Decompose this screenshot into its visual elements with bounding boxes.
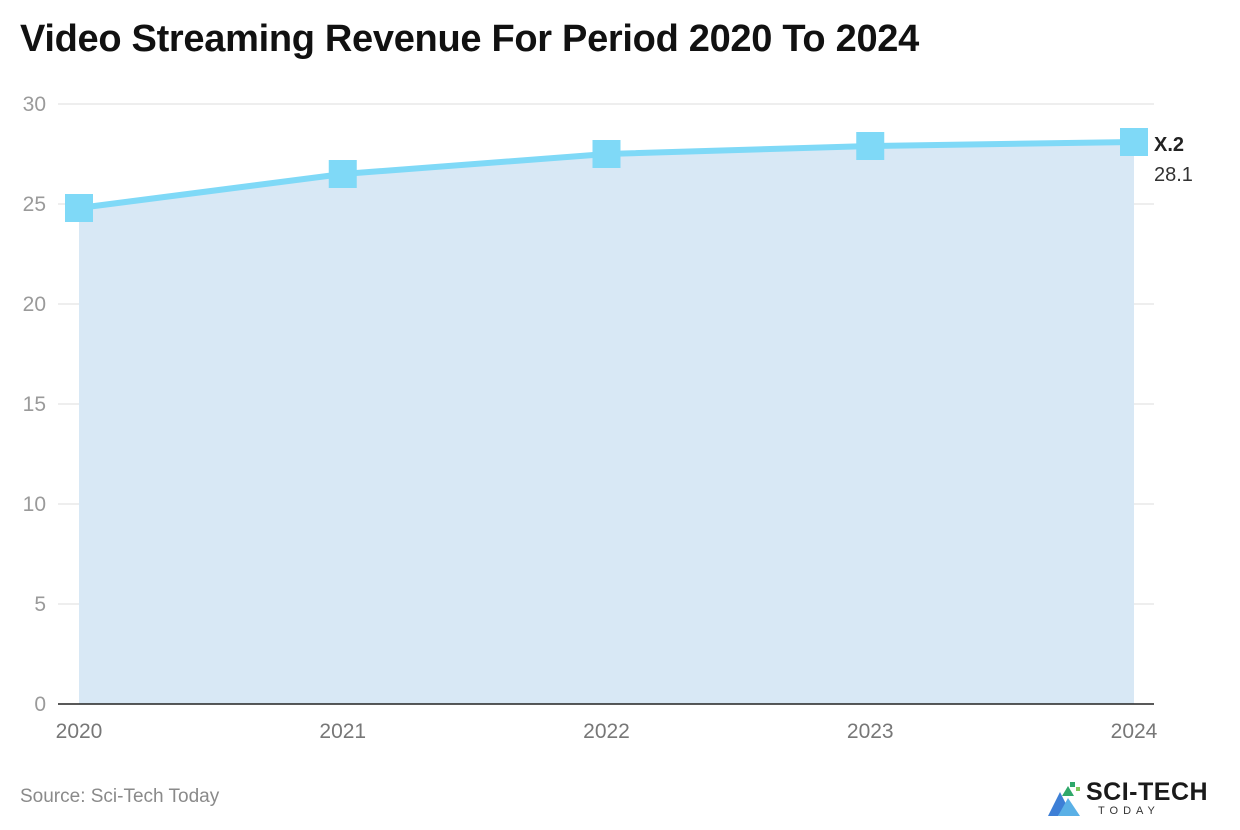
y-tick-label: 15 — [23, 393, 46, 416]
x-axis-ticks: 2020 2021 2022 2023 2024 — [56, 720, 1158, 743]
y-tick-label: 25 — [23, 193, 46, 216]
x-tick-label: 2020 — [56, 720, 103, 743]
series-area — [79, 142, 1134, 704]
chart-svg: 0 5 10 15 20 25 30 2020 2021 2022 2023 2024 X.2 28… — [23, 93, 1193, 743]
brand-logo: SCI-TECH TODAY — [1046, 778, 1226, 820]
y-tick-label: 0 — [34, 693, 46, 716]
x-tick-label: 2023 — [847, 720, 894, 743]
logo-wordmark: SCI-TECH — [1086, 778, 1209, 806]
y-tick-label: 20 — [23, 293, 46, 316]
series-label: X.2 — [1154, 134, 1184, 156]
source-note: Source: Sci-Tech Today — [20, 786, 220, 807]
series-markers — [65, 128, 1148, 222]
chart-title: Video Streaming Revenue For Period 2020 … — [20, 18, 919, 60]
logo-subtitle: TODAY — [1098, 805, 1160, 817]
x-tick-label: 2022 — [583, 720, 630, 743]
data-point-marker — [592, 140, 621, 168]
y-tick-label: 30 — [23, 93, 46, 116]
sci-tech-logo-icon — [1048, 782, 1080, 816]
data-point-marker — [1120, 128, 1148, 156]
x-tick-label: 2021 — [319, 720, 366, 743]
data-point-marker — [328, 160, 357, 188]
last-value-label: 28.1 — [1154, 164, 1193, 186]
x-tick-label: 2024 — [1111, 720, 1158, 743]
data-point-marker — [65, 194, 93, 222]
y-tick-label: 5 — [34, 593, 46, 616]
data-point-marker — [856, 132, 885, 160]
y-axis-ticks: 0 5 10 15 20 25 30 — [23, 93, 46, 716]
y-tick-label: 10 — [23, 493, 46, 516]
